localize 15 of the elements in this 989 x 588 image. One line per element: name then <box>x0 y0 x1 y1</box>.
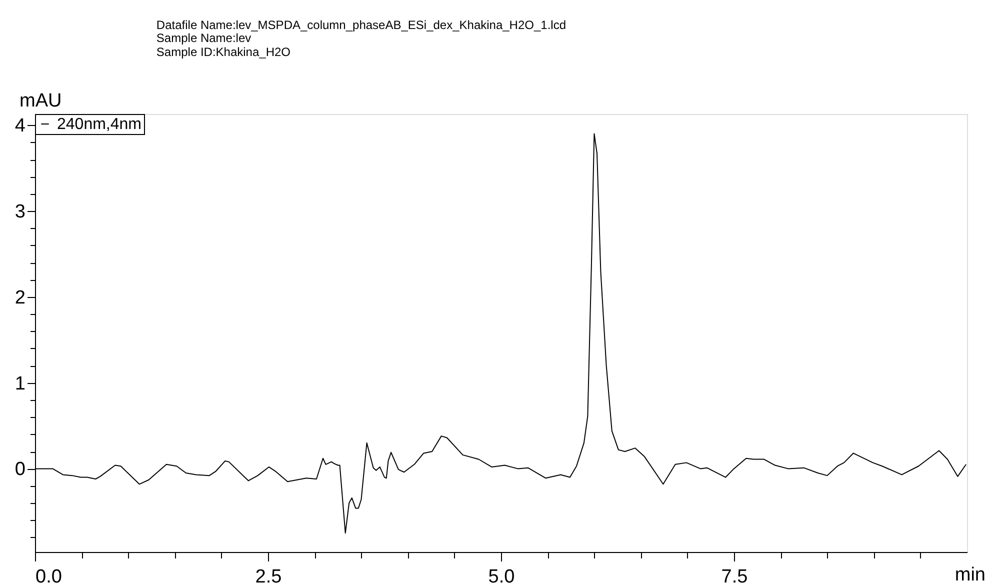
x-tick-label: 0.0 <box>36 566 62 588</box>
y-tick-label: 1 <box>14 373 26 394</box>
y-tick-label: 4 <box>14 116 26 137</box>
y-tick-label: 0 <box>14 459 26 480</box>
text: Sample Name:lev <box>156 31 252 45</box>
y-axis-title: mAU <box>20 90 62 112</box>
y-tick-label: 3 <box>14 202 26 223</box>
x-tick-label: 2.5 <box>255 566 282 588</box>
chart-title: Datafile Name:lev_MSPDA_column_phaseAB_ESi_dex_Khakina_H2O_1.lcd <box>156 18 566 32</box>
legend-label: 240nm,4nm <box>57 116 142 133</box>
x-tick-label: 5.0 <box>488 566 515 588</box>
x-axis-title: min <box>954 564 986 586</box>
text: Sample ID:Khakina_H2O <box>156 45 291 59</box>
y-tick-label: 2 <box>14 287 26 308</box>
x-tick-label: 7.5 <box>721 566 748 588</box>
